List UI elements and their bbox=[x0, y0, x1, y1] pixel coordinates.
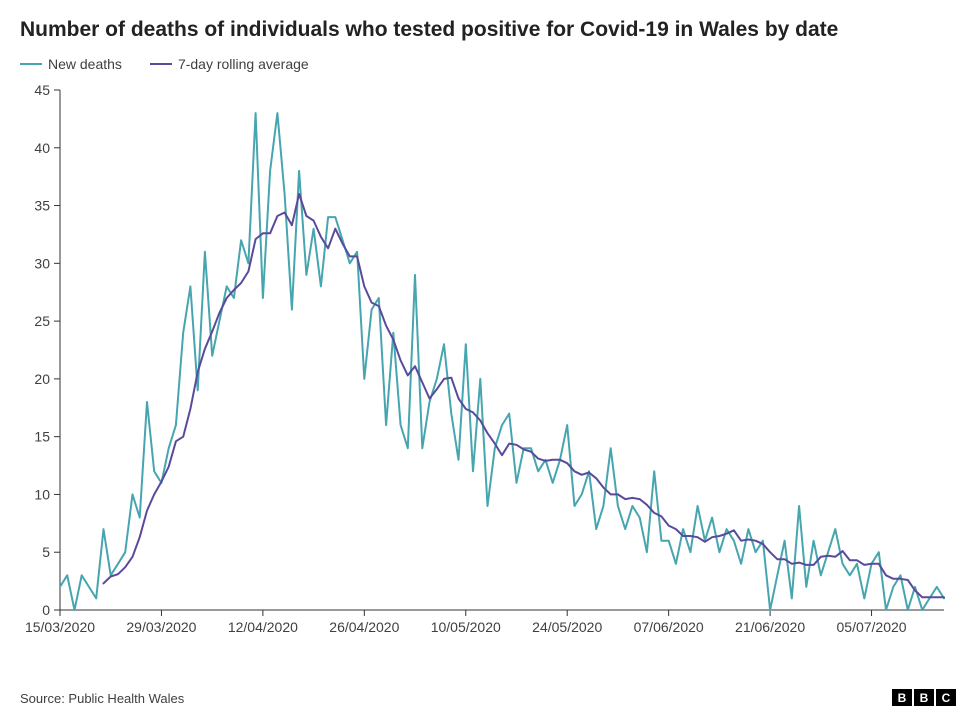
legend-item-new-deaths: New deaths bbox=[20, 56, 122, 72]
legend-label-rolling-avg: 7-day rolling average bbox=[178, 56, 309, 72]
source-label: Source: Public Health Wales bbox=[20, 691, 184, 706]
chart-svg: 0 5 10 15 20 25 30 35 40 45 15/03/2020 29/03/2020 12… bbox=[20, 82, 956, 642]
legend-item-rolling-avg: 7-day rolling average bbox=[150, 56, 309, 72]
svg-text:45: 45 bbox=[34, 82, 50, 98]
svg-text:30: 30 bbox=[34, 255, 50, 271]
chart-footer: Source: Public Health Wales B B C bbox=[20, 689, 956, 706]
bbc-logo-b2: B bbox=[914, 689, 934, 706]
svg-text:10: 10 bbox=[34, 486, 50, 502]
svg-text:15/03/2020: 15/03/2020 bbox=[25, 619, 95, 635]
chart-container: Number of deaths of individuals who test… bbox=[0, 0, 976, 720]
svg-text:40: 40 bbox=[34, 140, 50, 156]
legend-swatch-new-deaths bbox=[20, 63, 42, 65]
svg-text:15: 15 bbox=[34, 429, 50, 445]
bbc-logo-c: C bbox=[936, 689, 956, 706]
svg-text:29/03/2020: 29/03/2020 bbox=[126, 619, 196, 635]
svg-text:12/04/2020: 12/04/2020 bbox=[228, 619, 298, 635]
bbc-logo: B B C bbox=[892, 689, 956, 706]
svg-text:25: 25 bbox=[34, 313, 50, 329]
svg-text:0: 0 bbox=[42, 602, 50, 618]
svg-text:20: 20 bbox=[34, 371, 50, 387]
svg-text:21/06/2020: 21/06/2020 bbox=[735, 619, 805, 635]
chart-plot-area: 0 5 10 15 20 25 30 35 40 45 15/03/2020 29/03/2020 12… bbox=[20, 82, 956, 681]
bbc-logo-b1: B bbox=[892, 689, 912, 706]
svg-text:24/05/2020: 24/05/2020 bbox=[532, 619, 602, 635]
svg-text:5: 5 bbox=[42, 544, 50, 560]
svg-text:07/06/2020: 07/06/2020 bbox=[634, 619, 704, 635]
svg-text:35: 35 bbox=[34, 198, 50, 214]
legend-swatch-rolling-avg bbox=[150, 63, 172, 65]
svg-text:05/07/2020: 05/07/2020 bbox=[837, 619, 907, 635]
svg-text:10/05/2020: 10/05/2020 bbox=[431, 619, 501, 635]
legend: New deaths 7-day rolling average bbox=[20, 56, 956, 72]
chart-title: Number of deaths of individuals who test… bbox=[20, 18, 956, 42]
svg-text:26/04/2020: 26/04/2020 bbox=[329, 619, 399, 635]
legend-label-new-deaths: New deaths bbox=[48, 56, 122, 72]
